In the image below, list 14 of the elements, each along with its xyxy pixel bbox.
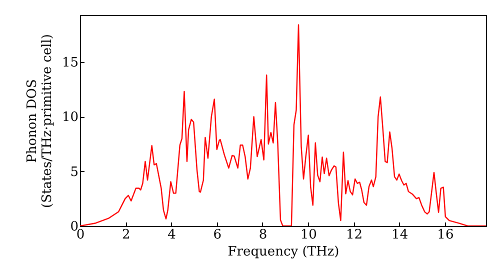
y-tick-label: 15	[62, 56, 78, 71]
y-tick-label: 10	[62, 110, 78, 126]
x-tick-label: 16	[437, 228, 454, 242]
y-tick-label: 5	[70, 164, 78, 180]
x-tick-label: 10	[300, 228, 317, 242]
line-series	[80, 24, 486, 226]
x-tick-label: 2	[122, 228, 130, 242]
x-tick-label: 8	[258, 228, 268, 242]
x-tick-label: 4	[168, 228, 176, 242]
x-axis-title: Frequency (THz)	[228, 244, 340, 260]
x-tick-label: 14	[392, 228, 408, 242]
x-tick-label: 12	[346, 228, 362, 242]
x-tick-label: 6	[213, 228, 222, 242]
y-axis-title: Phonon DOS (States/THz·primitive cell)	[24, 34, 55, 208]
